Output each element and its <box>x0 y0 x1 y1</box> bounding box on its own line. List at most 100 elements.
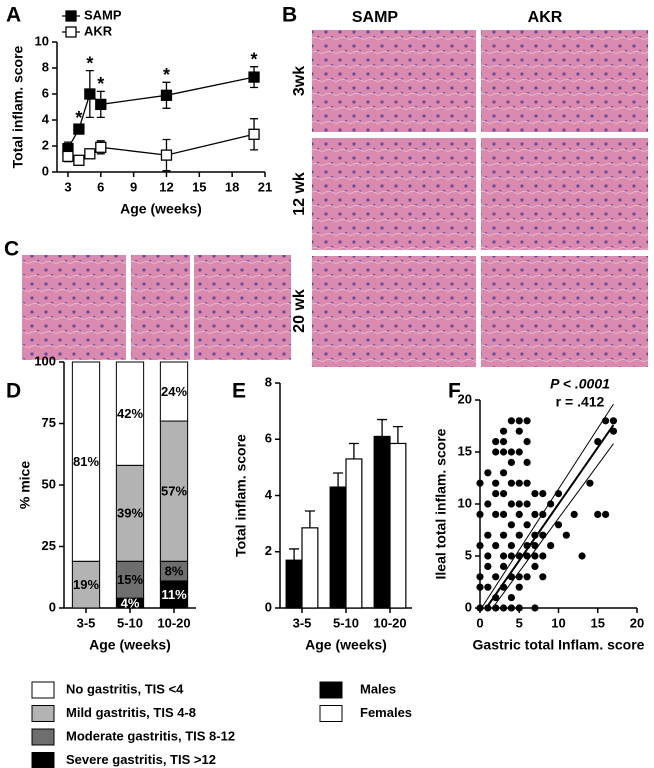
histology-image <box>312 138 476 250</box>
point <box>476 542 484 550</box>
error-bar <box>333 472 344 488</box>
value-label: 81% <box>73 454 99 469</box>
x-tick-label: 6 <box>97 179 104 194</box>
point <box>539 490 547 498</box>
bar-segment <box>159 420 189 562</box>
point <box>554 521 563 529</box>
significance-label: * <box>97 74 104 94</box>
bar-segment <box>115 361 145 466</box>
x-axis-label: Age (weeks) <box>89 637 171 653</box>
legend-label: Severe gastritis, TIS >12 <box>66 752 216 767</box>
legend-label: Males <box>360 681 396 696</box>
x-tick-label: 3-5 <box>77 615 96 630</box>
point <box>570 510 578 518</box>
annotation: r = .412 <box>556 394 605 410</box>
confidence-line <box>481 403 614 609</box>
bar-segment <box>115 464 145 562</box>
y-tick-label: 0 <box>42 163 49 178</box>
point <box>515 417 523 425</box>
y-tick-label: 10 <box>35 33 49 48</box>
error-bar <box>348 442 359 459</box>
point <box>594 510 602 518</box>
point <box>492 573 500 581</box>
bar <box>285 559 303 609</box>
point <box>476 583 484 591</box>
histology-images <box>22 30 648 367</box>
point <box>492 438 500 446</box>
point <box>476 573 484 581</box>
x-tick-label: 12 <box>159 179 173 194</box>
y-tick-label: 4 <box>42 111 50 126</box>
point <box>531 510 539 518</box>
error-bar <box>377 418 388 437</box>
y-tick-label: 75 <box>42 415 56 430</box>
point <box>586 479 594 487</box>
x-axis-label: Gastric total Inflam. score <box>473 637 645 653</box>
marker <box>62 150 74 163</box>
y-tick-label: 15 <box>458 443 472 458</box>
bar-segment <box>159 361 189 422</box>
panel-letter: A <box>6 4 21 27</box>
y-tick-label: 20 <box>458 391 472 406</box>
point <box>499 562 508 571</box>
y-tick-label: 0 <box>465 599 472 614</box>
value-label: 19% <box>73 577 99 592</box>
point <box>484 552 492 560</box>
marker <box>248 71 260 83</box>
histology-image <box>481 30 648 132</box>
y-tick-label: 50 <box>42 476 56 491</box>
value-label: 8% <box>165 564 184 579</box>
point <box>484 469 492 477</box>
histology-image <box>481 138 648 250</box>
x-tick-label: 9 <box>130 179 137 194</box>
x-tick-label: 21 <box>258 179 272 194</box>
y-axis-label: Total inflam. score <box>10 45 26 168</box>
legend-swatch <box>31 681 55 699</box>
histology-image <box>312 30 476 132</box>
point <box>523 521 531 529</box>
significance-label: * <box>86 53 93 73</box>
point <box>507 521 515 529</box>
legend-label: Females <box>360 705 412 720</box>
x-tick-label: 3-5 <box>293 615 312 630</box>
point <box>609 427 618 435</box>
x-axis-label: Age (weeks) <box>120 201 202 217</box>
legend-swatch <box>319 705 343 722</box>
marker <box>73 123 85 135</box>
value-label: 39% <box>117 506 143 521</box>
point <box>492 510 500 518</box>
histology-image <box>22 255 126 360</box>
x-tick-label: 3 <box>64 179 71 194</box>
point <box>499 604 508 612</box>
point <box>484 583 492 591</box>
point <box>476 510 484 518</box>
point <box>484 531 492 539</box>
fit-line <box>485 424 615 609</box>
point <box>547 500 555 508</box>
point <box>499 510 508 518</box>
marker <box>160 149 173 161</box>
histology-image <box>131 255 190 360</box>
row-label: 12 wk <box>291 172 308 216</box>
error-bar <box>304 510 315 528</box>
x-tick-label: 15 <box>192 179 206 194</box>
marker <box>73 154 85 166</box>
point <box>476 479 484 487</box>
x-tick-label: 10 <box>551 615 565 630</box>
value-label: 11% <box>161 587 187 602</box>
point <box>609 417 618 425</box>
bar-segment <box>71 560 101 609</box>
y-tick-label: 0 <box>49 599 56 614</box>
point <box>523 438 531 446</box>
legend-marker <box>65 26 77 38</box>
panel-letter: D <box>6 380 21 403</box>
legend-label: Mild gastritis, TIS 4-8 <box>66 705 196 720</box>
point <box>492 542 500 550</box>
point <box>507 500 515 508</box>
point <box>507 594 515 602</box>
point <box>507 458 515 466</box>
y-tick-label: 0 <box>265 599 272 614</box>
point <box>515 604 523 612</box>
value-label: 15% <box>117 572 143 587</box>
